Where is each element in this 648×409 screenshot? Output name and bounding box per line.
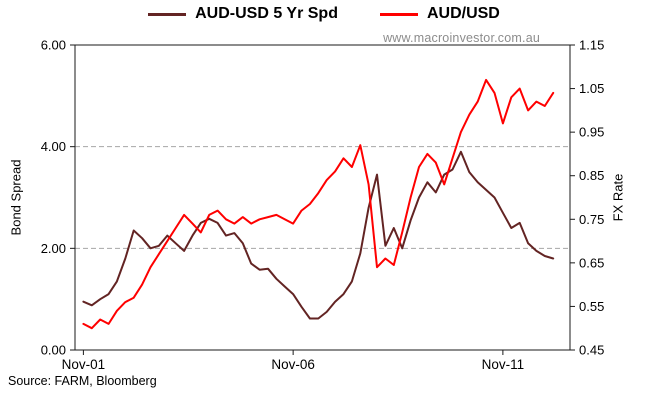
plot-frame (74, 44, 571, 351)
legend-item-audusd: AUD/USD (379, 5, 500, 23)
chart-legend: AUD-USD 5 Yr Spd AUD/USD (0, 5, 648, 23)
watermark: www.macroinvestor.com.au (383, 31, 540, 45)
legend-label-audusd: AUD/USD (426, 5, 500, 22)
x-axis-tick-label: Nov-01 (62, 357, 106, 372)
right-axis-tick-label: 0.55 (579, 299, 604, 314)
right-axis-tick-label: 0.65 (579, 255, 604, 270)
audusd-line-swatch (379, 12, 418, 16)
left-axis-tick-label: 0.00 (41, 343, 66, 358)
right-axis-tick-label: 0.85 (579, 168, 604, 183)
left-axis-title: Bond Spread (8, 159, 24, 236)
right-axis-tick-label: 0.45 (579, 343, 604, 358)
left-axis-tick-label: 2.00 (41, 241, 66, 256)
bond-spread-line-swatch (148, 12, 187, 16)
legend-item-bond-spread: AUD-USD 5 Yr Spd (148, 5, 338, 23)
series-line-bond-spread (82, 150, 555, 320)
right-axis-tick-label: 1.05 (579, 81, 604, 96)
right-axis-title: FX Rate (610, 173, 626, 222)
right-axis-tick-label: 1.15 (579, 38, 604, 53)
legend-label-bond-spread: AUD-USD 5 Yr Spd (195, 5, 338, 22)
x-axis-tick-label: Nov-11 (482, 357, 525, 372)
left-axis-tick-label: 6.00 (41, 38, 66, 53)
left-axis-tick-label: 4.00 (41, 139, 66, 154)
source-note: Source: FARM, Bloomberg (8, 374, 157, 388)
x-axis-tick-label: Nov-06 (271, 357, 315, 372)
right-axis-tick-label: 0.95 (579, 125, 604, 140)
right-axis-tick-label: 0.75 (579, 212, 604, 227)
series-line-audusd (82, 78, 555, 330)
